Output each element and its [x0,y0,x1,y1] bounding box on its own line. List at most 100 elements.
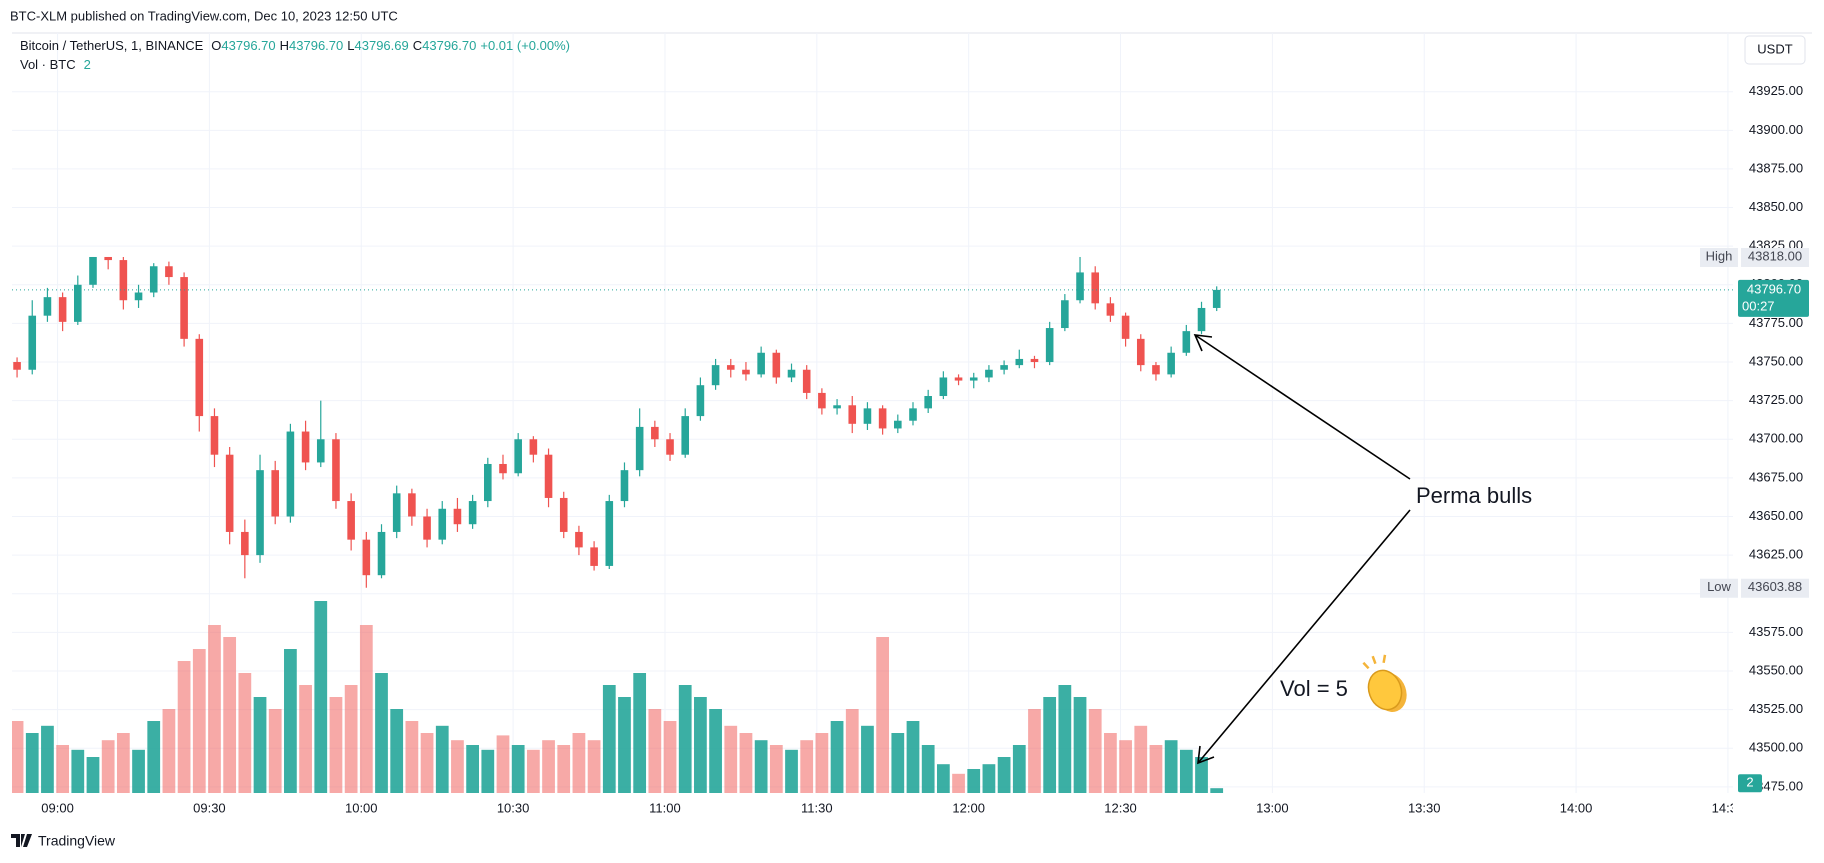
candle-body [408,493,416,517]
volume-bar [1119,740,1132,793]
candle-body [969,377,978,381]
y-tick-label: 43850.00 [1749,199,1803,214]
candle-body [1136,338,1145,366]
candle-body [909,408,917,421]
volume-bar [830,721,844,793]
candle-body [696,385,705,417]
candle-body [241,531,249,556]
arrow [1197,509,1411,764]
candle-body [377,531,386,576]
candle-body [1106,303,1115,316]
candle-body [468,501,477,525]
x-tick-label: 14:00 [1560,800,1593,815]
currency-button[interactable] [1744,35,1806,65]
marker-name-box [1700,247,1738,267]
volume-bar [921,745,935,793]
candle-body [666,439,674,455]
x-tick-label: 14:30 [1712,800,1745,815]
volume-bar [359,625,373,793]
candle-body [954,377,963,381]
legend-value: 43796.70 [221,38,275,53]
candle-body [985,369,993,378]
candle-body [620,470,629,502]
y-tick-label: 43625.00 [1749,547,1803,562]
volume-bar [845,709,859,793]
y-tick-label: 43875.00 [1749,160,1803,175]
x-tick-label: 13:00 [1256,800,1289,815]
candle-body [134,292,143,301]
volume-bar [861,725,874,793]
volume-bar [451,740,464,793]
volume-bar [633,673,647,793]
legend-key: L [347,38,354,53]
candle-body [89,256,97,285]
volume-bar [132,749,145,793]
x-tick-label: 09:30 [193,800,226,815]
candle-body [559,497,568,532]
candle-body [711,365,720,386]
volume-bar [86,757,100,793]
volume-bar [41,725,54,793]
candle-body [742,369,750,375]
x-tick-label: 10:30 [497,800,530,815]
volume-bar [390,709,404,793]
legend-value: 43796.70 [422,38,476,53]
volume-bar [602,685,616,793]
volume-bar [906,721,920,793]
volume-bar [663,721,677,793]
candle-body [590,547,598,566]
volume-bar [1210,788,1224,793]
candle-body [1091,272,1100,304]
candle-body [1197,307,1206,332]
volume-bar [177,661,191,793]
candle-body [149,266,158,293]
annotation-text: Perma bulls [1416,483,1532,508]
candle-body [848,405,857,424]
candle-body [772,352,781,378]
candle-body [1076,272,1084,301]
volume-bar [891,733,905,793]
candle-body [1015,358,1024,366]
candle-body [119,260,128,301]
volume-bar [1012,745,1026,793]
annotation-text: Vol = 5 [1280,676,1348,701]
volume-legend-value: 2 [84,57,91,72]
candle-body [392,493,401,532]
candle-body [165,266,173,278]
volume-bar [800,740,814,793]
candle-body [316,439,325,463]
currency-label: USDT [1757,41,1792,56]
y-tick-label: 43750.00 [1749,353,1803,368]
candle-body [1152,365,1160,375]
x-tick-label: 13:30 [1408,800,1441,815]
candle-body [833,405,841,409]
y-tick-label: 43650.00 [1749,508,1803,523]
marker-value: 43603.88 [1748,579,1802,594]
volume-bar [329,697,343,793]
y-tick-label: 43925.00 [1749,83,1803,98]
volume-bar [709,709,722,793]
clap-icon [1362,654,1407,712]
volume-bar [284,649,297,793]
x-tick-label: 12:30 [1104,800,1137,815]
candle-body [301,431,310,463]
annotation: Perma bulls Vol = 5 [1193,334,1532,765]
candle-body [651,426,659,440]
y-tick-label: 43725.00 [1749,392,1803,407]
y-tick-label: 43550.00 [1749,662,1803,677]
marker-value-box [1741,578,1809,598]
x-tick-label: 09:00 [41,800,74,815]
volume-bar [694,697,707,793]
candle-body [802,369,811,393]
candle-body [347,501,355,540]
volume-bar [223,637,237,793]
y-tick-label: 43475.00 [1749,778,1803,793]
candle-body [1182,331,1191,353]
volume-bar [268,709,282,793]
volume-bar [147,721,161,793]
last-price-box [1738,279,1809,317]
countdown: 00:27 [1742,298,1775,313]
y-tick-label: 43900.00 [1749,122,1803,137]
volume-pane [12,601,1224,793]
